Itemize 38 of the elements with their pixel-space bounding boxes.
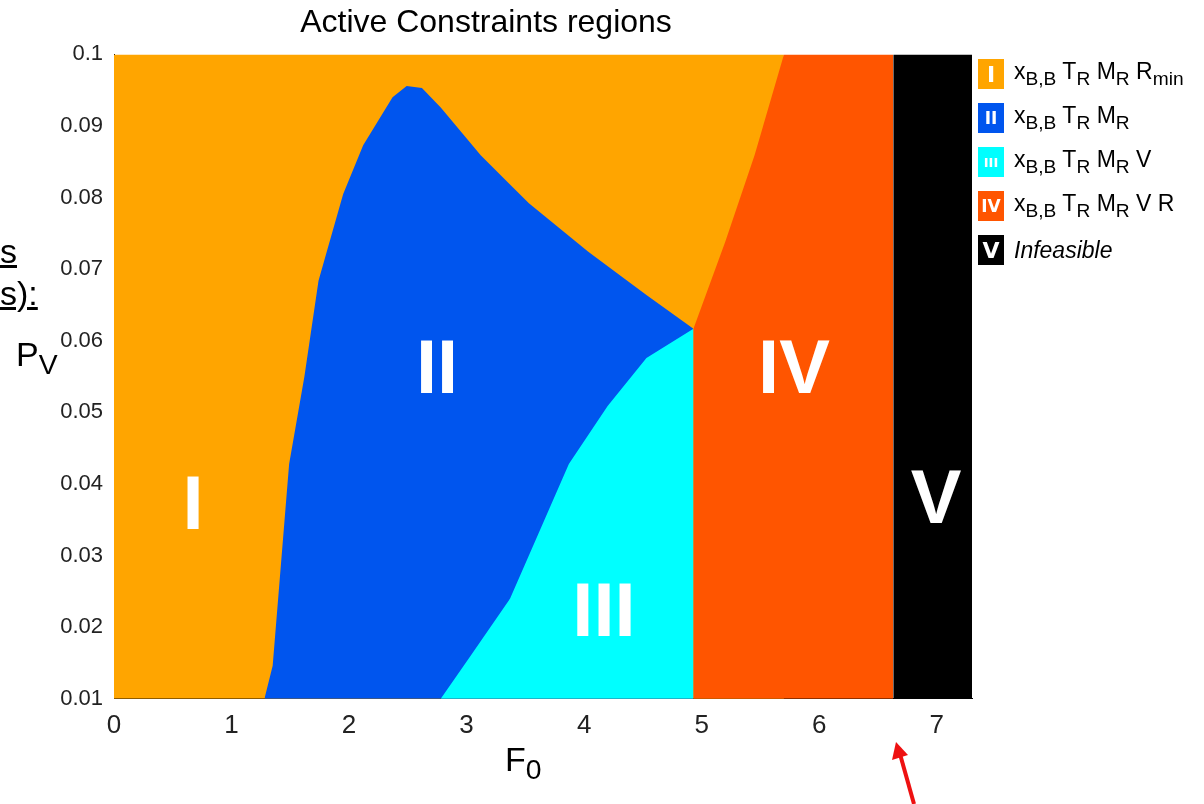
y-tick-label: 0.08 — [60, 183, 103, 209]
x-tick-label: 5 — [694, 708, 709, 739]
x-tick-label: 1 — [224, 708, 239, 739]
legend-label: x$_{B,B}$ T$_{R}$ M$_{R}$ R$_{min}$ — [1014, 58, 1184, 90]
x-tick-label: 3 — [459, 708, 474, 739]
annotation: I — [182, 459, 204, 545]
annotation: V — [910, 453, 962, 539]
y-tick-label: 0.01 — [60, 684, 103, 710]
text: s — [0, 232, 17, 271]
y-tick-label: 0.03 — [60, 541, 103, 567]
legend-label: Infeasible — [1014, 236, 1113, 264]
x-tick-label: 0 — [106, 708, 122, 739]
legend-label: x$_{B,B}$ T$_{R}$ M$_{R}$ — [1014, 102, 1130, 134]
y-axis-title: P$_{V}$ — [16, 335, 58, 381]
x-axis-title: F$_{0}$ — [505, 740, 542, 786]
legend-label: x$_{B,B}$ T$_{R}$ M$_{R}$ V — [1014, 146, 1152, 178]
annotation: IV — [758, 323, 831, 409]
annotation: II — [415, 323, 459, 409]
text: I — [986, 61, 996, 87]
y-tick-label: 0.07 — [60, 255, 103, 281]
x-tick-label: 2 — [341, 708, 357, 739]
text: III — [983, 154, 999, 170]
y-tick-label: 0.06 — [60, 326, 103, 352]
text: II — [984, 108, 998, 128]
x-tick-label: 4 — [576, 708, 592, 739]
legend-label: x$_{B,B}$ T$_{R}$ M$_{R}$ V R — [1014, 190, 1175, 222]
text: V — [982, 237, 1000, 263]
annotation: III — [572, 566, 636, 652]
text: IV — [981, 196, 1001, 216]
x-tick-label: 6 — [811, 708, 827, 739]
y-tick-label: 0.1 — [72, 40, 103, 66]
x-tick-label: 7 — [929, 708, 944, 739]
y-tick-label: 0.02 — [60, 613, 103, 639]
chart-title: Active Constraints regions — [300, 3, 672, 40]
y-tick-label: 0.05 — [60, 398, 103, 424]
y-tick-label: 0.09 — [60, 112, 103, 138]
text: s): — [0, 274, 38, 313]
y-tick-label: 0.04 — [60, 470, 103, 496]
